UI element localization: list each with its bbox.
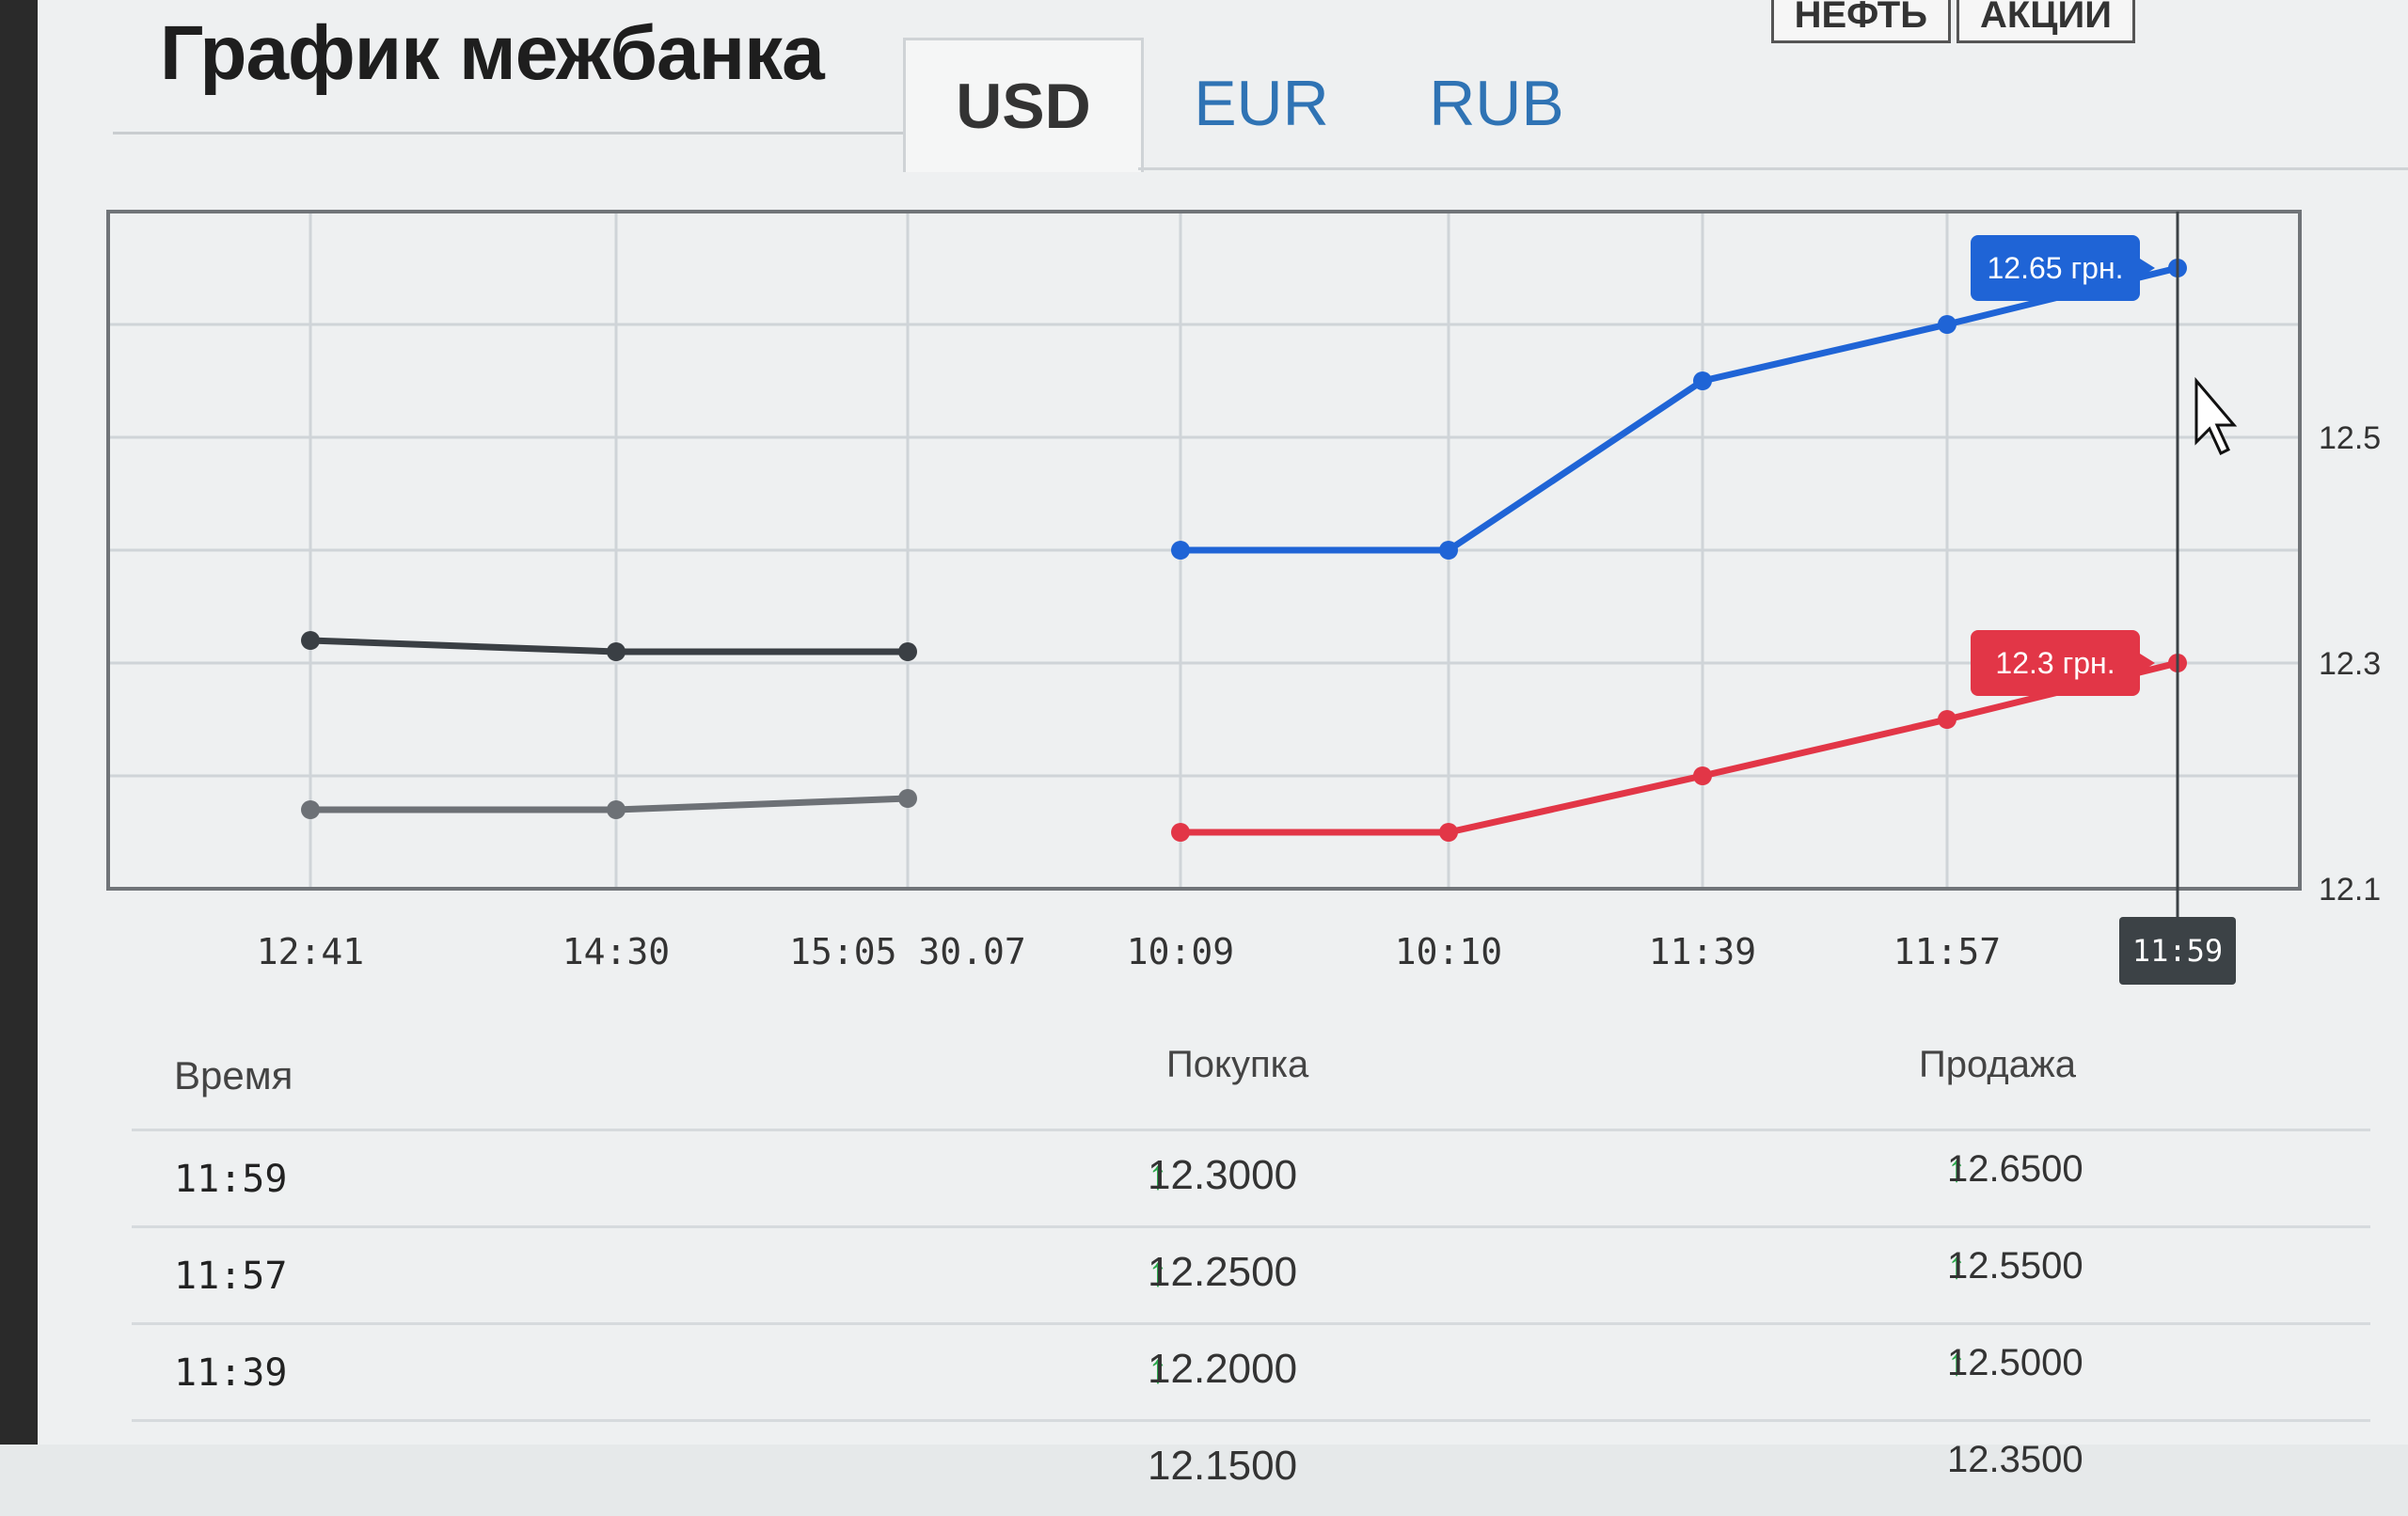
value-tooltip xyxy=(1971,235,2140,301)
header-sell: Продажа xyxy=(1919,1044,2076,1085)
series-line-2 xyxy=(1180,264,2178,554)
data-point xyxy=(1439,541,1458,560)
x-tick-label: 11:57 xyxy=(1893,931,2001,972)
row-sell: 12.3500 xyxy=(1947,1439,2083,1480)
interbank-chart[interactable]: 12:41 14:30 15:05 30.07 10:09 10:10 11:39 11:5… xyxy=(38,0,2408,1034)
stocks-button[interactable]: АКЦИИ xyxy=(1956,0,2135,43)
tooltip-label: 12.65 грн. xyxy=(1988,251,2124,285)
currency-tabs: USD EUR RUB xyxy=(903,38,1614,172)
data-point xyxy=(1171,823,1190,842)
data-point xyxy=(301,631,320,650)
tab-rub[interactable]: RUB xyxy=(1429,68,1564,139)
data-point xyxy=(1938,710,1956,729)
up-arrow-icon: ↑ xyxy=(1947,1245,1966,1287)
header-buy: Покупка xyxy=(1166,1044,1309,1085)
table-row: 11:39 ↑ 12.2000 ↑ 12.5000 xyxy=(132,1322,2370,1419)
y-tick-label: 12.1 xyxy=(2319,872,2381,908)
screen-bezel xyxy=(0,0,38,1445)
x-tick-label: 11:39 xyxy=(1649,931,1756,972)
header-time: Время xyxy=(174,1053,293,1098)
top-buttons: НЕФТЬ АКЦИИ xyxy=(1766,0,2135,43)
rates-table: Время Покупка Продажа 11:59 ↑ 12.3000 ↑ 12… xyxy=(132,1034,2370,1516)
page: НЕФТЬ АКЦИИ График межбанка USD EUR RUB … xyxy=(38,0,2408,1489)
up-arrow-icon: ↑ xyxy=(1148,1152,1168,1198)
tab-eur[interactable]: EUR xyxy=(1194,68,1329,139)
x-tick-label: 14:30 xyxy=(562,931,670,972)
data-point xyxy=(1693,766,1712,785)
tooltip-pointer xyxy=(2140,259,2155,277)
data-point xyxy=(301,800,320,819)
up-arrow-icon: ↑ xyxy=(1947,1342,1966,1383)
tab-usd[interactable]: USD xyxy=(903,38,1144,172)
data-point xyxy=(607,642,626,661)
row-time: 11:59 xyxy=(174,1158,288,1201)
x-tick-label: 10:10 xyxy=(1395,931,1502,972)
value-tooltip xyxy=(1971,630,2140,696)
table-header: Время Покупка Продажа xyxy=(132,1034,2370,1129)
row-buy: 12.1500 xyxy=(1148,1443,1298,1489)
chart-svg[interactable]: 12:41 14:30 15:05 30.07 10:09 10:10 11:39 11:5… xyxy=(38,0,2408,1034)
row-time: 11:57 xyxy=(174,1255,288,1298)
y-tick-label: 12.5 xyxy=(2319,420,2381,456)
data-point xyxy=(898,789,917,808)
up-arrow-icon: ↑ xyxy=(1148,1249,1168,1295)
data-point xyxy=(1938,315,1956,334)
up-arrow-icon: ↑ xyxy=(1148,1346,1168,1392)
table-row: 12.1500 12.3500 xyxy=(132,1419,2370,1516)
data-point xyxy=(898,642,917,661)
hover-x-tooltip xyxy=(2119,917,2236,985)
title-divider xyxy=(113,132,903,134)
x-tick-label: 12:41 xyxy=(257,931,364,972)
data-point xyxy=(1171,541,1190,560)
y-tick-label: 12.3 xyxy=(2319,646,2381,682)
data-point xyxy=(607,800,626,819)
oil-button[interactable]: НЕФТЬ xyxy=(1770,0,1951,43)
table-row: 11:57 ↑ 12.2500 ↑ 12.5500 xyxy=(132,1225,2370,1322)
table-row: 11:59 ↑ 12.3000 ↑ 12.6500 xyxy=(132,1129,2370,1225)
x-tick-label: 15:05 30.07 xyxy=(789,931,1026,972)
tooltip-label: 12.3 грн. xyxy=(1995,646,2115,680)
tooltip-pointer xyxy=(2140,654,2155,672)
up-arrow-icon: ↑ xyxy=(1947,1148,1966,1190)
x-tick-label: 10:09 xyxy=(1127,931,1234,972)
page-title: График межбанка xyxy=(160,10,825,96)
data-point xyxy=(1439,823,1458,842)
row-time: 11:39 xyxy=(174,1351,288,1395)
mouse-cursor-icon xyxy=(2194,376,2238,456)
tabs-divider xyxy=(1138,167,2408,170)
data-point xyxy=(1693,371,1712,390)
hover-x-label: 11:59 xyxy=(2132,933,2223,969)
plot-frame xyxy=(106,210,2302,891)
